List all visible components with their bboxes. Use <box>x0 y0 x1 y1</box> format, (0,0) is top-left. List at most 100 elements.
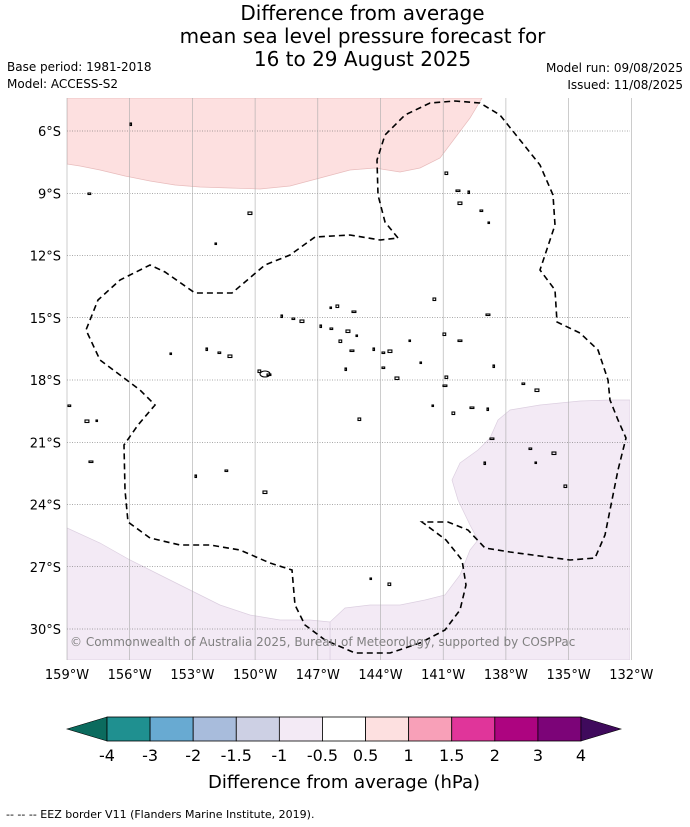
island-outline <box>247 211 253 216</box>
island-outline <box>372 347 376 352</box>
issued-date: Issued: 11/08/2025 <box>567 78 683 92</box>
island-outline <box>227 354 233 359</box>
island-outline <box>381 366 386 370</box>
island-outline <box>335 304 340 309</box>
colorbar-bin <box>365 716 410 742</box>
island-outline <box>344 367 348 372</box>
lat-tick-label: 24°S <box>30 499 61 514</box>
colorbar-bin <box>451 716 496 742</box>
island-outline <box>205 347 209 352</box>
island-outline <box>329 306 333 310</box>
colorbar-tick-labels: -4 -3 -2 -1.5 -1 -0.5 0.5 1 1.5 2 3 4 <box>99 746 586 765</box>
lat-tick-label: 15°S <box>30 312 61 327</box>
island-outline <box>442 384 448 388</box>
island-outline <box>419 361 423 365</box>
island-outline <box>563 484 568 489</box>
colorbar-tick: -1.5 <box>221 746 252 765</box>
colorbar-tick: 3 <box>533 746 543 765</box>
island-outline <box>528 447 533 451</box>
island-outline <box>457 201 463 206</box>
island-outline <box>457 339 463 343</box>
colorbar-title: Difference from average (hPa) <box>208 772 480 793</box>
lon-tick-label: 153°W <box>170 668 214 683</box>
island-outline <box>387 349 393 354</box>
lon-tick-label: 156°W <box>108 668 152 683</box>
island-outline <box>483 461 487 466</box>
island-outline <box>95 419 99 423</box>
meta-left: Base period: 1981-2018 Model: ACCESS-S2 <box>7 59 152 93</box>
anomaly-region-north <box>67 98 483 190</box>
longitude-labels: 159°W 156°W 153°W 150°W 147°W 144°W 141°W 138°W… <box>45 668 654 683</box>
copyright-notice: © Commonwealth of Australia 2025, Bureau… <box>70 635 575 649</box>
island-outline <box>349 349 355 353</box>
anomaly-region-south-east <box>329 399 630 660</box>
lat-tick-label: 6°S <box>38 125 61 140</box>
island-outline <box>487 221 491 225</box>
island-outline <box>369 577 373 581</box>
lon-tick-label: 138°W <box>484 668 528 683</box>
base-period: Base period: 1981-2018 <box>7 60 152 74</box>
island-outline <box>521 382 526 386</box>
colorbar-bin <box>494 716 539 742</box>
island-outline <box>259 370 271 378</box>
island-outline <box>329 327 334 331</box>
island-outline <box>88 460 94 464</box>
colorbar-over-arrow <box>580 716 623 742</box>
island-outline <box>394 376 400 381</box>
eez-footnote: -- -- -- EEZ border V11 (Flanders Marine… <box>6 808 315 821</box>
island-outline <box>534 388 540 393</box>
island-outline <box>351 310 357 314</box>
colorbar-tick: -2 <box>185 746 201 765</box>
forecast-map: 6°S 9°S 12°S 15°S 18°S 21°S 24°S 27°S 30°S 159°W… <box>30 98 654 793</box>
island-outline <box>489 437 495 441</box>
island-outline <box>408 339 412 343</box>
colorbar-tick: 4 <box>576 746 586 765</box>
model-name: Model: ACCESS-S2 <box>7 77 119 91</box>
colorbar-bin <box>192 716 237 742</box>
island-outline <box>217 351 222 355</box>
colorbar-tick: 2 <box>490 746 500 765</box>
lon-tick-label: 147°W <box>296 668 340 683</box>
island-outline <box>338 339 343 344</box>
lon-tick-label: 150°W <box>233 668 277 683</box>
island-outline <box>486 407 490 412</box>
island-outline <box>262 490 268 495</box>
lat-tick-label: 18°S <box>30 374 61 389</box>
island-outline <box>467 190 471 195</box>
colorbar-bin <box>235 716 280 742</box>
colorbar-tick: -4 <box>99 746 115 765</box>
island-outline <box>451 411 456 416</box>
island-outline <box>87 192 92 196</box>
colorbar-bin <box>149 716 194 742</box>
island-outline <box>485 313 491 317</box>
island-outline <box>355 334 359 338</box>
lat-tick-label: 30°S <box>30 623 61 638</box>
colorbar-tick: 1.5 <box>439 746 464 765</box>
island-outline <box>444 171 449 176</box>
island-outline <box>444 375 449 380</box>
island-outline <box>479 209 484 213</box>
island-outline <box>387 582 392 587</box>
lon-tick-label: 135°W <box>547 668 591 683</box>
latitude-labels: 6°S 9°S 12°S 15°S 18°S 21°S 24°S 27°S 30°S <box>30 125 61 638</box>
island-outline <box>455 189 461 193</box>
island-outline <box>299 319 305 324</box>
colorbar-tick: 0.5 <box>353 746 378 765</box>
island-outline <box>432 297 437 302</box>
island-outline <box>67 404 72 408</box>
island-outline <box>224 469 229 473</box>
island-outline <box>431 404 435 408</box>
colorbar-tick: 1 <box>404 746 414 765</box>
lat-tick-label: 9°S <box>38 187 61 202</box>
anomaly-fields <box>67 98 630 660</box>
colorbar: -4 -3 -2 -1.5 -1 -0.5 0.5 1 1.5 2 3 4 Difference fr… <box>65 716 623 793</box>
island-outline <box>492 364 496 369</box>
map-title: Difference from average mean sea level p… <box>0 2 690 71</box>
colorbar-tick: -3 <box>142 746 158 765</box>
islands <box>67 122 568 587</box>
island-outline <box>257 369 262 374</box>
title-line-3: 16 to 29 August 2025 <box>253 47 472 71</box>
lat-tick-label: 12°S <box>30 250 61 265</box>
map-grid <box>66 98 632 660</box>
island-outline <box>129 122 133 127</box>
